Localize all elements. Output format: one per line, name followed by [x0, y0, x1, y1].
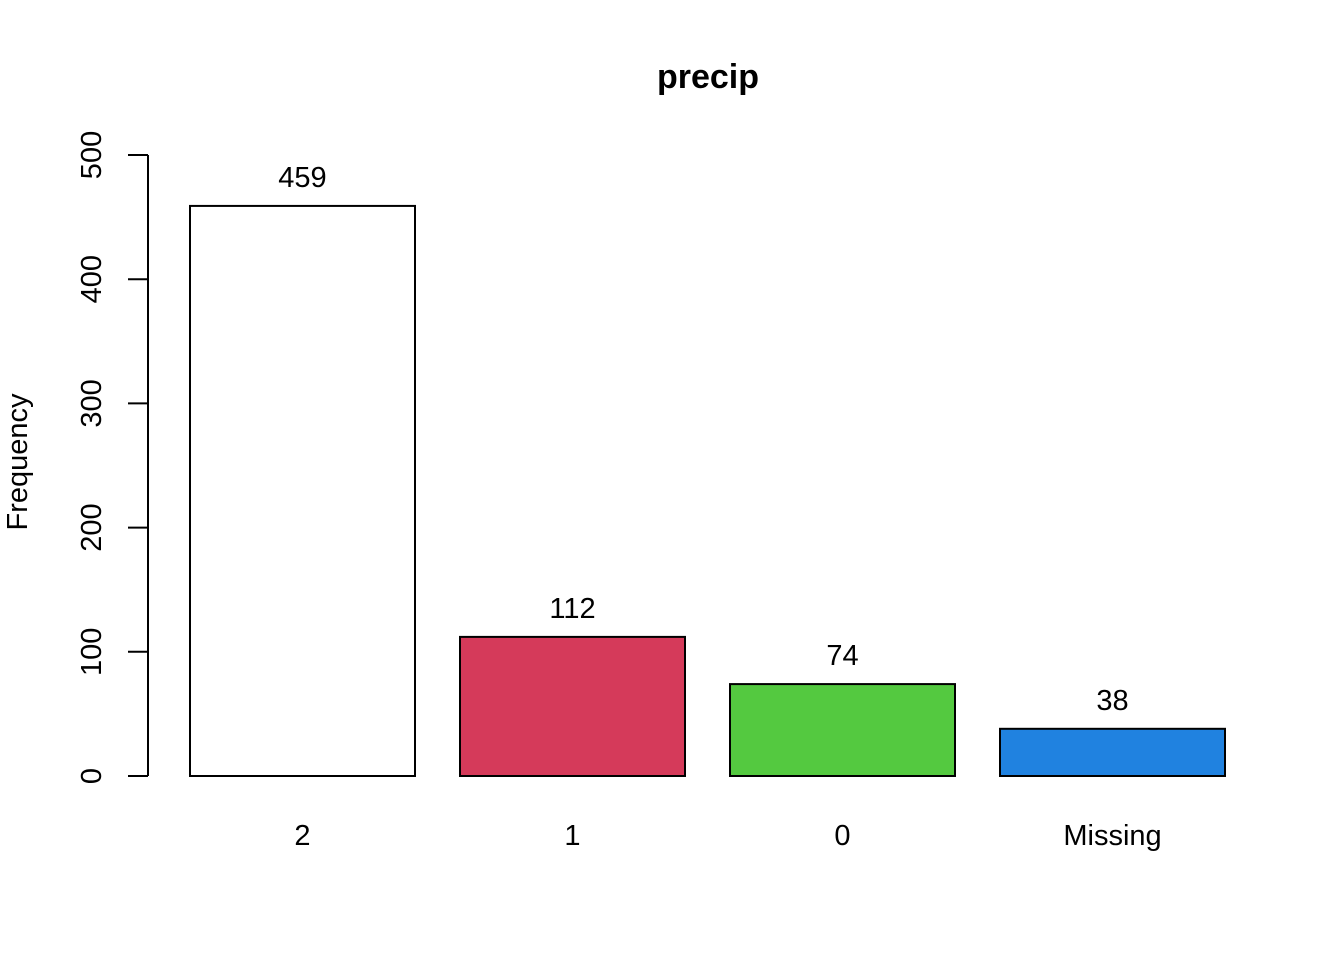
- y-tick-label: 400: [76, 255, 108, 303]
- y-tick-label: 100: [76, 628, 108, 676]
- y-axis: 0 100 200 300 400 500: [76, 131, 149, 784]
- bar-value-label: 38: [1096, 685, 1128, 717]
- bars: [189, 204, 1226, 778]
- bar: [729, 683, 956, 777]
- data-labels: 459 112 74 38: [278, 162, 1128, 717]
- bar: [999, 727, 1226, 778]
- x-category-label: 0: [834, 820, 850, 852]
- bar: [189, 204, 416, 777]
- y-tick-label: 0: [76, 768, 108, 784]
- y-tick-label: 500: [76, 131, 108, 179]
- chart-title: precip: [657, 58, 759, 96]
- x-category-label: Missing: [1063, 820, 1161, 852]
- x-category-label: 1: [564, 820, 580, 852]
- y-tick-label: 200: [76, 503, 108, 551]
- y-tick-label: 300: [76, 379, 108, 427]
- bar-value-label: 74: [826, 640, 858, 672]
- x-axis-labels: 2 1 0 Missing: [294, 820, 1161, 852]
- bar: [459, 635, 686, 777]
- bar-value-label: 459: [278, 162, 326, 194]
- bar-value-label: 112: [549, 593, 595, 625]
- y-axis-label: Frequency: [2, 393, 34, 531]
- x-category-label: 2: [294, 820, 310, 852]
